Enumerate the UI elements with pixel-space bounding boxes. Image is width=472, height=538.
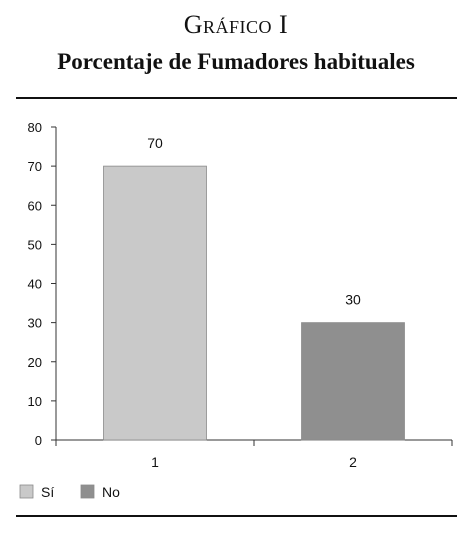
y-tick-label: 70 — [28, 159, 42, 174]
y-tick-label: 30 — [28, 316, 42, 331]
legend-label: No — [102, 484, 120, 500]
y-tick-label: 20 — [28, 355, 42, 370]
top-rule — [16, 97, 457, 99]
data-label: 30 — [345, 292, 361, 308]
figure-label: Gráfico I — [183, 10, 289, 39]
legend-swatch — [80, 484, 95, 499]
y-tick-label: 10 — [28, 394, 42, 409]
y-tick-label: 40 — [28, 277, 42, 292]
bottom-rule — [16, 515, 457, 517]
y-tick-label: 80 — [28, 120, 42, 135]
legend-swatch — [19, 484, 34, 499]
x-tick-label: 2 — [349, 454, 357, 470]
y-tick-label: 50 — [28, 237, 42, 252]
data-label: 70 — [147, 135, 163, 151]
bar-2 — [301, 322, 405, 441]
y-tick-label: 60 — [28, 198, 42, 213]
y-tick-label: 0 — [35, 433, 42, 448]
x-tick-label: 1 — [151, 454, 159, 470]
chart-title: Porcentaje de Fumadores habituales — [57, 49, 415, 74]
legend-label: Sí — [41, 484, 54, 500]
bar-1 — [103, 165, 207, 441]
